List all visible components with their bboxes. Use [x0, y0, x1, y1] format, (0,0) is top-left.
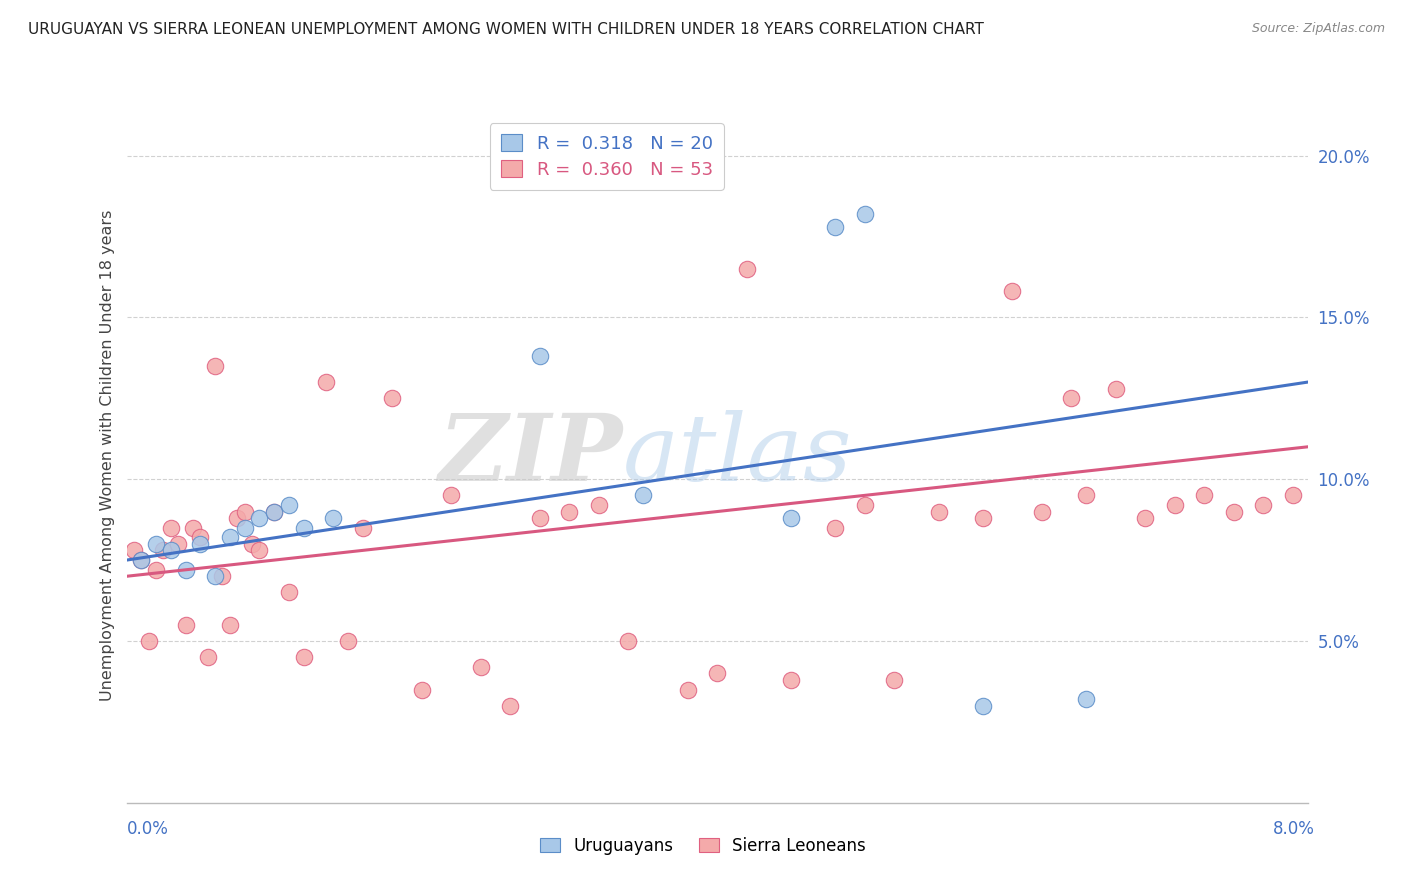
Text: Source: ZipAtlas.com: Source: ZipAtlas.com [1251, 22, 1385, 36]
Point [263, 504, 285, 518]
Point [499, 698, 522, 713]
Point [263, 504, 285, 518]
Point [129, 553, 153, 567]
Point [1251, 498, 1274, 512]
Point [240, 537, 263, 551]
Point [247, 511, 270, 525]
Point [174, 563, 197, 577]
Point [152, 543, 174, 558]
Text: 8.0%: 8.0% [1272, 820, 1315, 838]
Point [1164, 498, 1187, 512]
Point [138, 634, 160, 648]
Point [247, 543, 270, 558]
Point [972, 698, 994, 713]
Point [928, 504, 950, 518]
Point [233, 521, 256, 535]
Point [233, 504, 256, 518]
Point [204, 569, 226, 583]
Point [1031, 504, 1053, 518]
Point [145, 563, 167, 577]
Point [278, 585, 301, 599]
Point [218, 617, 242, 632]
Point [588, 498, 610, 512]
Point [824, 219, 846, 234]
Point [411, 682, 433, 697]
Point [211, 569, 233, 583]
Point [122, 543, 145, 558]
Point [129, 553, 153, 567]
Point [676, 682, 699, 697]
Point [292, 650, 315, 665]
Point [381, 392, 404, 406]
Point [1076, 692, 1098, 706]
Text: ZIP: ZIP [439, 410, 623, 500]
Point [1105, 382, 1128, 396]
Point [322, 511, 344, 525]
Point [779, 511, 801, 525]
Point [706, 666, 728, 681]
Point [1001, 285, 1024, 299]
Point [779, 673, 801, 687]
Y-axis label: Unemployment Among Women with Children Under 18 years: Unemployment Among Women with Children U… [100, 210, 115, 700]
Point [631, 488, 654, 502]
Point [352, 521, 374, 535]
Point [1135, 511, 1157, 525]
Point [529, 349, 551, 363]
Point [470, 660, 492, 674]
Point [824, 521, 846, 535]
Point [1282, 488, 1305, 502]
Text: 0.0%: 0.0% [127, 820, 169, 838]
Point [204, 359, 226, 373]
Point [181, 521, 204, 535]
Text: atlas: atlas [623, 410, 852, 500]
Legend: R =  0.318   N = 20, R =  0.360   N = 53: R = 0.318 N = 20, R = 0.360 N = 53 [489, 123, 724, 189]
Point [1076, 488, 1098, 502]
Legend: Uruguayans, Sierra Leoneans: Uruguayans, Sierra Leoneans [534, 830, 872, 862]
Point [197, 650, 219, 665]
Point [174, 617, 197, 632]
Point [337, 634, 360, 648]
Point [735, 261, 758, 276]
Point [558, 504, 581, 518]
Point [972, 511, 994, 525]
Point [159, 521, 183, 535]
Point [440, 488, 463, 502]
Point [159, 543, 183, 558]
Point [853, 498, 876, 512]
Text: URUGUAYAN VS SIERRA LEONEAN UNEMPLOYMENT AMONG WOMEN WITH CHILDREN UNDER 18 YEAR: URUGUAYAN VS SIERRA LEONEAN UNEMPLOYMENT… [28, 22, 984, 37]
Point [883, 673, 905, 687]
Point [218, 531, 242, 545]
Point [226, 511, 249, 525]
Point [1222, 504, 1246, 518]
Point [617, 634, 640, 648]
Point [529, 511, 551, 525]
Point [1192, 488, 1215, 502]
Point [853, 207, 876, 221]
Point [292, 521, 315, 535]
Point [188, 531, 211, 545]
Point [188, 537, 211, 551]
Point [145, 537, 167, 551]
Point [278, 498, 301, 512]
Point [1060, 392, 1083, 406]
Point [167, 537, 190, 551]
Point [315, 375, 337, 389]
